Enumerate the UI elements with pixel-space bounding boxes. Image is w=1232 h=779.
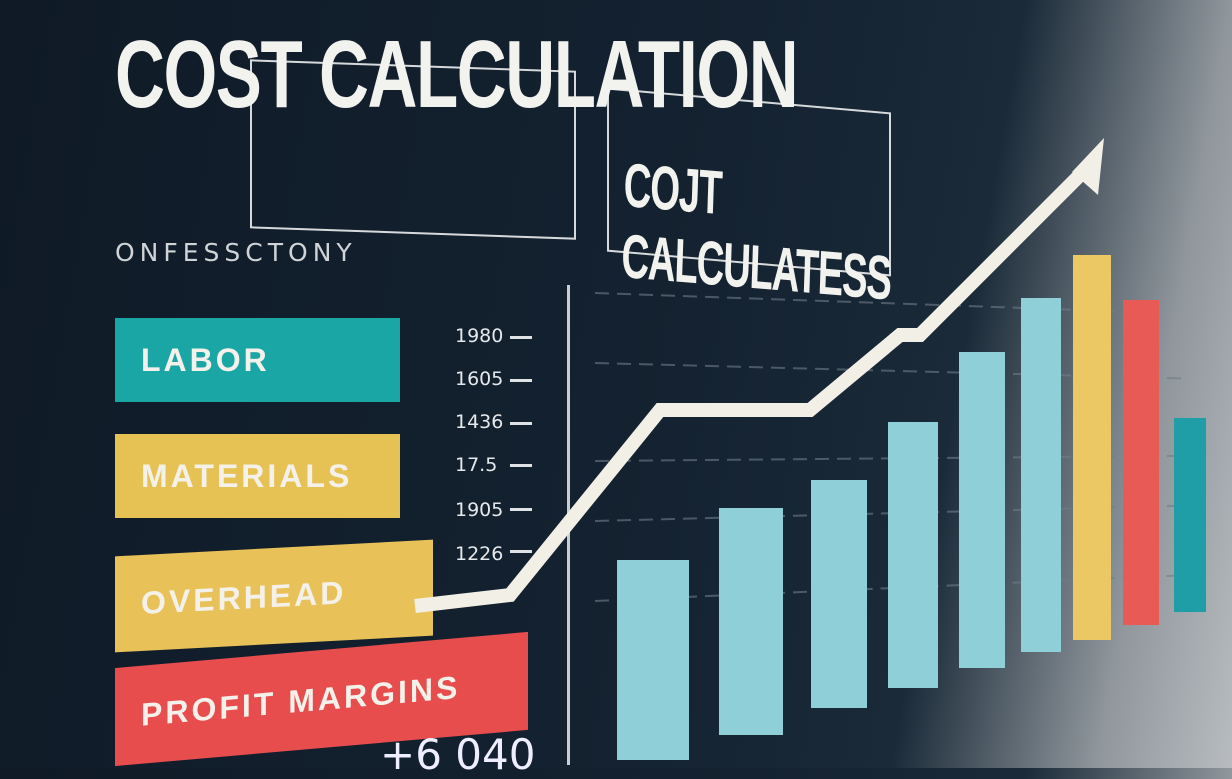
- y-tick-label: 1905: [455, 499, 504, 521]
- main-title: COST CALCULATION: [115, 21, 799, 128]
- bar: [1073, 255, 1111, 640]
- legend-label: LABOR: [141, 341, 270, 378]
- legend-materials: MATERIALS: [115, 434, 400, 518]
- subtitle: ONFESSCTONY: [115, 238, 357, 267]
- bar: [1174, 418, 1206, 612]
- bar: [888, 422, 938, 688]
- y-tick-mark: [510, 464, 532, 467]
- y-tick-label: 1226: [455, 543, 504, 565]
- arrow-head-icon: [1072, 138, 1104, 195]
- y-tick-label: 1980: [455, 325, 504, 347]
- bottom-figure: +6 040: [380, 730, 536, 779]
- bar: [811, 480, 867, 708]
- legend-label: MATERIALS: [141, 457, 353, 494]
- y-tick-mark: [510, 379, 532, 382]
- y-tick-label: 1605: [455, 368, 504, 390]
- bar: [1021, 298, 1061, 652]
- y-tick-label: 17.5: [455, 454, 498, 476]
- y-tick-mark: [510, 336, 532, 339]
- legend-labor: LABOR: [115, 318, 400, 402]
- y-tick-label: 1436: [455, 411, 504, 433]
- trend-line: [414, 155, 1100, 613]
- y-tick-mark: [510, 422, 532, 425]
- y-tick-mark: [510, 550, 532, 553]
- bar: [719, 508, 783, 735]
- y-tick-mark: [510, 508, 532, 511]
- bar: [1123, 300, 1159, 625]
- bar: [617, 560, 689, 760]
- bar: [959, 352, 1005, 668]
